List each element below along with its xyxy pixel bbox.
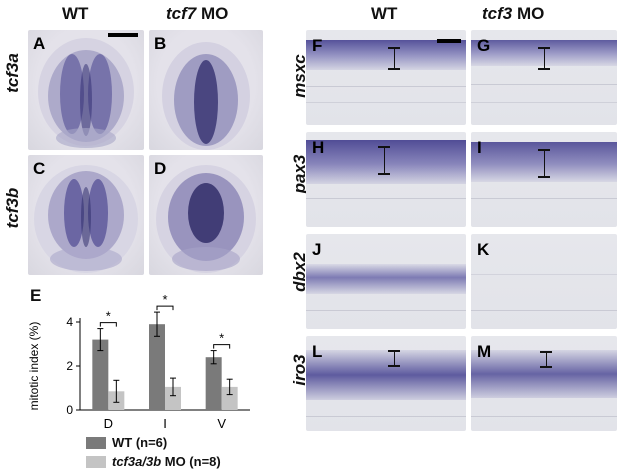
- y-tick-label: 2: [66, 359, 73, 373]
- bar: [92, 339, 109, 410]
- cross-section-image: [156, 165, 256, 273]
- y-tick-label: 0: [66, 403, 73, 417]
- panel-d-image: D: [149, 155, 263, 275]
- significance-bracket: [213, 344, 231, 349]
- panel-g-image: G: [471, 30, 617, 125]
- cross-section-image: [38, 38, 134, 148]
- panel-k-image: K: [471, 234, 617, 329]
- column-header-tcf7-mo: tcf7 MO: [166, 4, 229, 23]
- measure-bracket-i: [538, 149, 550, 178]
- panel-label-h: H: [312, 138, 325, 157]
- panel-a-image: A: [28, 30, 144, 150]
- measure-bracket-g: [538, 47, 550, 70]
- x-tick-label: I: [163, 416, 167, 431]
- scale-bar-right: [437, 39, 461, 43]
- significance-marker: *: [106, 309, 111, 324]
- column-header-wt-right: WT: [371, 4, 398, 23]
- panel-label-m: M: [477, 342, 492, 361]
- panel-j-image: J: [306, 234, 466, 329]
- legend-swatch-wt: [86, 437, 106, 449]
- significance-bracket: [156, 305, 174, 311]
- column-header-wt-left: WT: [62, 4, 89, 23]
- panel-l-image: L: [306, 336, 466, 431]
- panel-b-image: B: [149, 30, 263, 150]
- panel-label-i: I: [477, 138, 482, 157]
- significance-bracket: [99, 322, 117, 327]
- mitotic-index-chart: mitotic index (%) 0 2 4 * D * I * V: [27, 292, 250, 431]
- panel-label-e: E: [30, 286, 42, 305]
- panel-label-g: G: [477, 36, 491, 55]
- cross-section-image: [162, 42, 250, 150]
- legend-label-mo: tcf3a/3b MO (n=8): [112, 454, 221, 469]
- legend-label-wt: WT (n=6): [112, 435, 168, 450]
- panel-label-a: A: [33, 34, 46, 53]
- cross-section-image: [34, 165, 138, 273]
- measure-bracket-m: [540, 351, 552, 368]
- measure-bracket-l: [388, 350, 400, 367]
- panel-label-b: B: [154, 34, 167, 53]
- row-label-tcf3a: tcf3a: [3, 53, 22, 93]
- column-header-tcf3-mo: tcf3 MO: [482, 4, 545, 23]
- bar: [165, 386, 181, 410]
- panel-label-c: C: [33, 159, 46, 178]
- legend-swatch-mo: [86, 456, 106, 468]
- x-tick-label: D: [104, 416, 113, 431]
- row-label-tcf3b: tcf3b: [3, 187, 22, 229]
- y-tick-label: 4: [66, 315, 73, 329]
- panel-label-j: J: [312, 240, 322, 259]
- x-tick-label: V: [217, 416, 226, 431]
- significance-marker: *: [162, 292, 167, 307]
- bar: [221, 386, 238, 410]
- panel-label-k: K: [477, 240, 490, 259]
- scale-bar-left: [108, 33, 138, 37]
- panel-i-image: I: [471, 132, 617, 227]
- measure-bracket-h: [378, 146, 390, 175]
- bar: [205, 357, 222, 410]
- panel-label-d: D: [154, 159, 167, 178]
- panel-c-image: C: [28, 155, 144, 275]
- bar: [149, 324, 165, 410]
- panel-label-l: L: [312, 342, 323, 361]
- panel-f-image: F: [306, 30, 466, 125]
- measure-bracket-f: [388, 47, 400, 70]
- panel-h-image: H: [306, 132, 466, 227]
- significance-marker: *: [219, 331, 224, 346]
- panel-label-f: F: [312, 36, 323, 55]
- y-axis-label: mitotic index (%): [27, 322, 41, 411]
